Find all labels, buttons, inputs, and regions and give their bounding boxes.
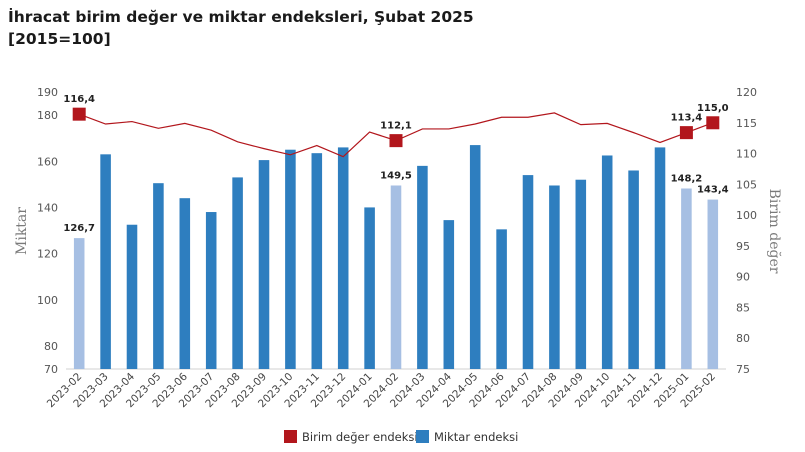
- bar-2023-11: [311, 153, 323, 369]
- line-series: [72, 107, 720, 158]
- bar-2023-07: [205, 212, 217, 369]
- bar-2023-05: [153, 183, 164, 369]
- chart-title-line1: İhracat birim değer ve miktar endeksleri…: [8, 8, 474, 26]
- right-tick-label: 100: [736, 209, 757, 222]
- right-tick-label: 105: [736, 178, 757, 191]
- bar-2023-02: [73, 238, 85, 369]
- left-axis: 70 80 100 120 140 160 180 190: [37, 86, 726, 376]
- right-tick-label: 90: [736, 271, 750, 284]
- bar-2024-03: [417, 165, 428, 369]
- bar-2023-08: [232, 177, 243, 369]
- bar-2024-01: [364, 207, 375, 369]
- chart-title-line2: [2015=100]: [8, 30, 111, 48]
- left-tick-label: 160: [37, 155, 58, 168]
- bar-2024-11: [628, 170, 639, 369]
- bar-2023-12: [337, 147, 349, 369]
- line-marker-2025-02: [706, 116, 720, 130]
- bar-2024-04: [443, 220, 455, 369]
- bar-2024-02: [390, 185, 402, 369]
- bar-2024-08: [549, 185, 560, 369]
- line-label-2023-02: 116,4: [63, 94, 95, 105]
- bar-series: [73, 145, 719, 369]
- right-tick-label: 95: [736, 240, 750, 253]
- legend-swatch: [416, 430, 429, 443]
- line-marker-2024-02: [389, 134, 403, 148]
- line-marker-2023-02: [72, 107, 86, 121]
- legend-swatch: [284, 430, 297, 443]
- line-label-2025-02: 115,0: [697, 103, 729, 114]
- line-label-2025-01: 113,4: [671, 113, 703, 124]
- right-tick-label: 110: [736, 148, 757, 161]
- right-axis: 75 80 85 90 95 100 105 110 115 120: [736, 86, 757, 376]
- bar-2023-06: [179, 198, 191, 369]
- bar-2024-12: [654, 147, 666, 369]
- left-tick-label: 180: [37, 109, 58, 122]
- right-tick-label: 75: [736, 363, 750, 376]
- bar-label-2023-02: 126,7: [63, 223, 95, 234]
- line-marker-2025-01: [679, 126, 693, 140]
- bar-label-2025-02: 143,4: [697, 185, 729, 196]
- right-tick-label: 115: [736, 117, 757, 130]
- bar-2023-10: [285, 149, 296, 369]
- bar-2025-01: [681, 188, 692, 369]
- legend: Birim değer endeksi Miktar endeksi: [284, 430, 518, 444]
- left-tick-label: 190: [37, 86, 58, 99]
- bar-2024-05: [469, 145, 481, 369]
- left-tick-label: 100: [37, 294, 58, 307]
- bar-label-2025-01: 148,2: [671, 173, 703, 184]
- left-tick-label: 140: [37, 201, 58, 214]
- right-tick-label: 120: [736, 86, 757, 99]
- bar-2023-04: [126, 224, 138, 369]
- bar-2024-10: [601, 155, 613, 369]
- left-tick-label: 70: [44, 363, 58, 376]
- bar-2024-07: [522, 175, 534, 369]
- right-tick-label: 85: [736, 301, 750, 314]
- bar-label-2024-02: 149,5: [380, 170, 412, 181]
- bar-2025-02: [707, 199, 719, 369]
- bar-2024-06: [496, 229, 507, 369]
- line-label-2024-02: 112,1: [380, 121, 412, 132]
- bar-2024-09: [575, 179, 587, 369]
- chart-title: İhracat birim değer ve miktar endeksleri…: [8, 6, 474, 50]
- legend-label: Miktar endeksi: [434, 430, 518, 444]
- right-axis-label: Birim değer: [766, 189, 782, 274]
- legend-label: Birim değer endeksi: [302, 430, 418, 444]
- left-axis-label: Miktar: [14, 207, 30, 255]
- left-tick-label: 80: [44, 340, 58, 353]
- left-tick-label: 120: [37, 248, 58, 261]
- right-tick-label: 80: [736, 332, 750, 345]
- x-axis: 2023-022023-032023-042023-052023-062023-…: [45, 370, 718, 410]
- bar-2023-09: [258, 160, 270, 369]
- bar-2023-03: [100, 154, 111, 369]
